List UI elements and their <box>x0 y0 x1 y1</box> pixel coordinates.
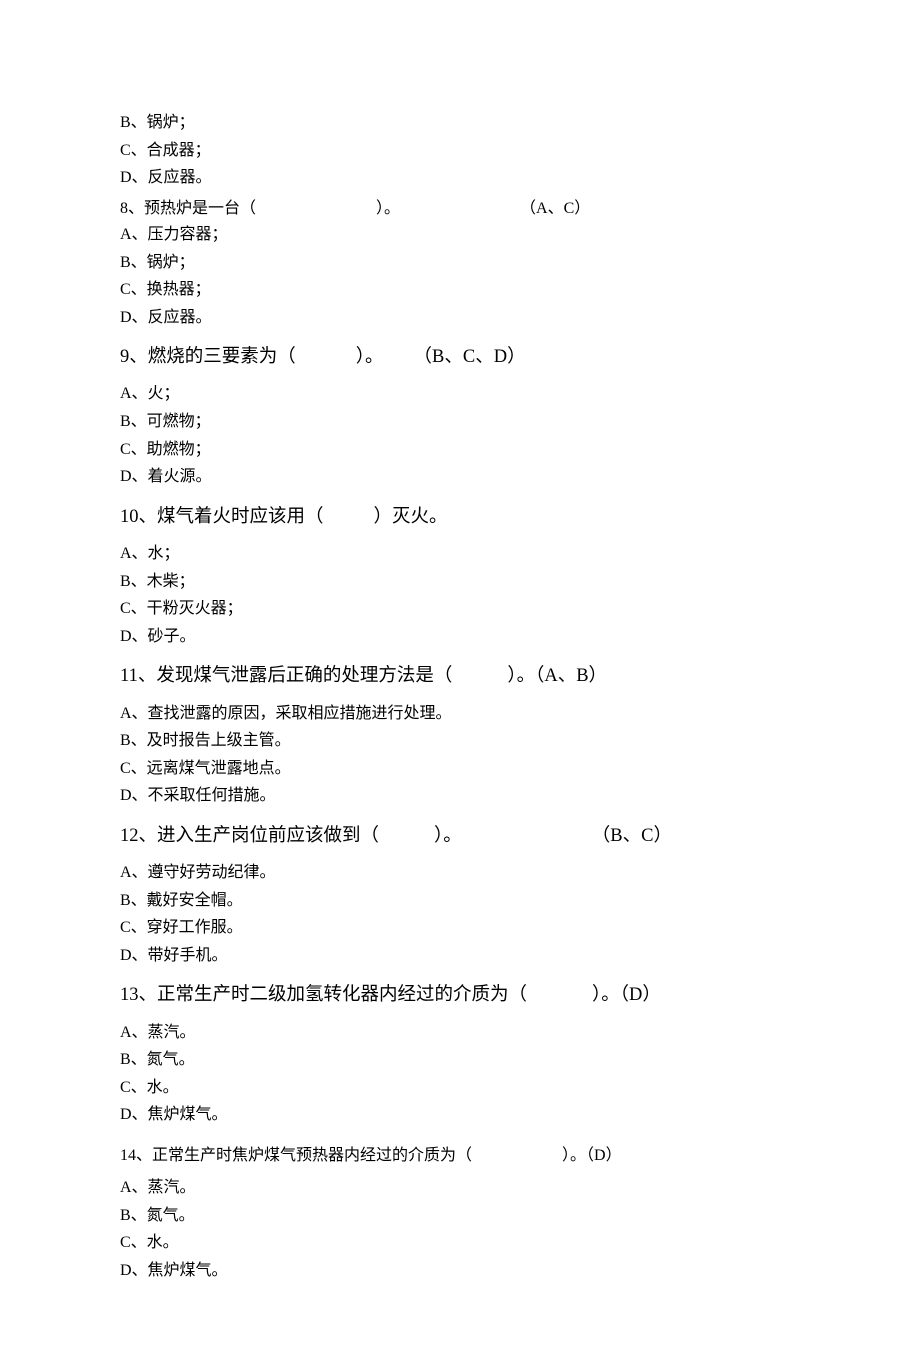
q11-stem-left: 11、发现煤气泄露后正确的处理方法是（ <box>120 659 452 694</box>
q10-stem-left: 10、煤气着火时应该用（ <box>120 500 324 535</box>
q7-option-d: D、反应器。 <box>120 165 800 191</box>
q13-option-a: A、蒸汽。 <box>120 1020 800 1046</box>
q10-stem-blank <box>324 500 374 535</box>
q12-option-b: B、戴好安全帽。 <box>120 888 800 914</box>
q11-stem-row: 11、发现煤气泄露后正确的处理方法是（ ）。（A、B） <box>120 659 800 694</box>
q10-option-d: D、砂子。 <box>120 624 800 650</box>
q12-option-d: D、带好手机。 <box>120 943 800 969</box>
q8-option-a: A、压力容器； <box>120 222 800 248</box>
q8-option-c: C、换热器； <box>120 277 800 303</box>
q9-option-b: B、可燃物； <box>120 409 800 435</box>
q14-stem-blank <box>472 1142 562 1169</box>
q13-stem-blank <box>527 978 592 1013</box>
q10-option-b: B、木柴； <box>120 569 800 595</box>
q11-stem-right: ）。（A、B） <box>507 659 607 694</box>
q14-option-a: A、蒸汽。 <box>120 1175 800 1201</box>
q13-stem-right: ）。（D） <box>592 978 661 1013</box>
q12-option-c: C、穿好工作服。 <box>120 915 800 941</box>
q14-stem-left: 14、正常生产时焦炉煤气预热器内经过的介质为（ <box>120 1142 472 1169</box>
q10-stem-right: ）灭火。 <box>374 500 448 535</box>
q10-stem-row: 10、煤气着火时应该用（ ）灭火。 <box>120 500 800 535</box>
q7-option-c: C、合成器； <box>120 138 800 164</box>
q9-option-c: C、助燃物； <box>120 437 800 463</box>
q8-stem-gap <box>400 195 520 222</box>
q13-option-b: B、氮气。 <box>120 1047 800 1073</box>
q9-stem-row: 9、燃烧的三要素为（ ）。 （B、C、D） <box>120 340 800 375</box>
q9-stem-left: 9、燃烧的三要素为（ <box>120 340 296 375</box>
q14-option-c: C、水。 <box>120 1230 800 1256</box>
q13-stem-row: 13、正常生产时二级加氢转化器内经过的介质为（ ）。（D） <box>120 978 800 1013</box>
document-page: B、锅炉； C、合成器； D、反应器。 8、预热炉是一台（ ）。 （A、C） A… <box>0 0 920 1365</box>
q9-answer: （B、C、D） <box>414 340 526 375</box>
q10-option-c: C、干粉灭火器； <box>120 596 800 622</box>
q14-option-b: B、氮气。 <box>120 1203 800 1229</box>
q8-stem-blank <box>256 195 376 222</box>
q8-stem-left: 8、预热炉是一台（ <box>120 195 256 222</box>
q9-stem-blank <box>296 340 356 375</box>
q9-stem-right: ）。 <box>356 340 384 375</box>
q13-option-d: D、焦炉煤气。 <box>120 1102 800 1128</box>
q12-stem-row: 12、进入生产岗位前应该做到（ ）。 （B、C） <box>120 819 800 854</box>
q8-stem-row: 8、预热炉是一台（ ）。 （A、C） <box>120 195 800 222</box>
q12-option-a: A、遵守好劳动纪律。 <box>120 860 800 886</box>
q14-option-d: D、焦炉煤气。 <box>120 1258 800 1284</box>
q11-option-c: C、远离煤气泄露地点。 <box>120 756 800 782</box>
q12-stem-left: 12、进入生产岗位前应该做到（ <box>120 819 379 854</box>
q11-option-a: A、查找泄露的原因，采取相应措施进行处理。 <box>120 701 800 727</box>
q8-answer: （A、C） <box>520 195 590 222</box>
q13-stem-left: 13、正常生产时二级加氢转化器内经过的介质为（ <box>120 978 527 1013</box>
q8-option-d: D、反应器。 <box>120 305 800 331</box>
q11-option-b: B、及时报告上级主管。 <box>120 728 800 754</box>
q8-stem-right: ）。 <box>376 195 400 222</box>
q11-option-d: D、不采取任何措施。 <box>120 783 800 809</box>
q12-answer: （B、C） <box>592 819 672 854</box>
q9-option-a: A、火； <box>120 381 800 407</box>
q8-option-b: B、锅炉； <box>120 250 800 276</box>
q14-stem-row: 14、正常生产时焦炉煤气预热器内经过的介质为（ ）。（D） <box>120 1142 800 1169</box>
q12-stem-gap <box>462 819 592 854</box>
q9-option-d: D、着火源。 <box>120 464 800 490</box>
q14-stem-right: ）。（D） <box>562 1142 622 1169</box>
q12-stem-right: ）。 <box>434 819 462 854</box>
q12-stem-blank <box>379 819 434 854</box>
q10-option-a: A、水； <box>120 541 800 567</box>
q13-option-c: C、水。 <box>120 1075 800 1101</box>
q7-option-b: B、锅炉； <box>120 110 800 136</box>
q11-stem-blank <box>452 659 507 694</box>
q9-stem-gap <box>384 340 414 375</box>
